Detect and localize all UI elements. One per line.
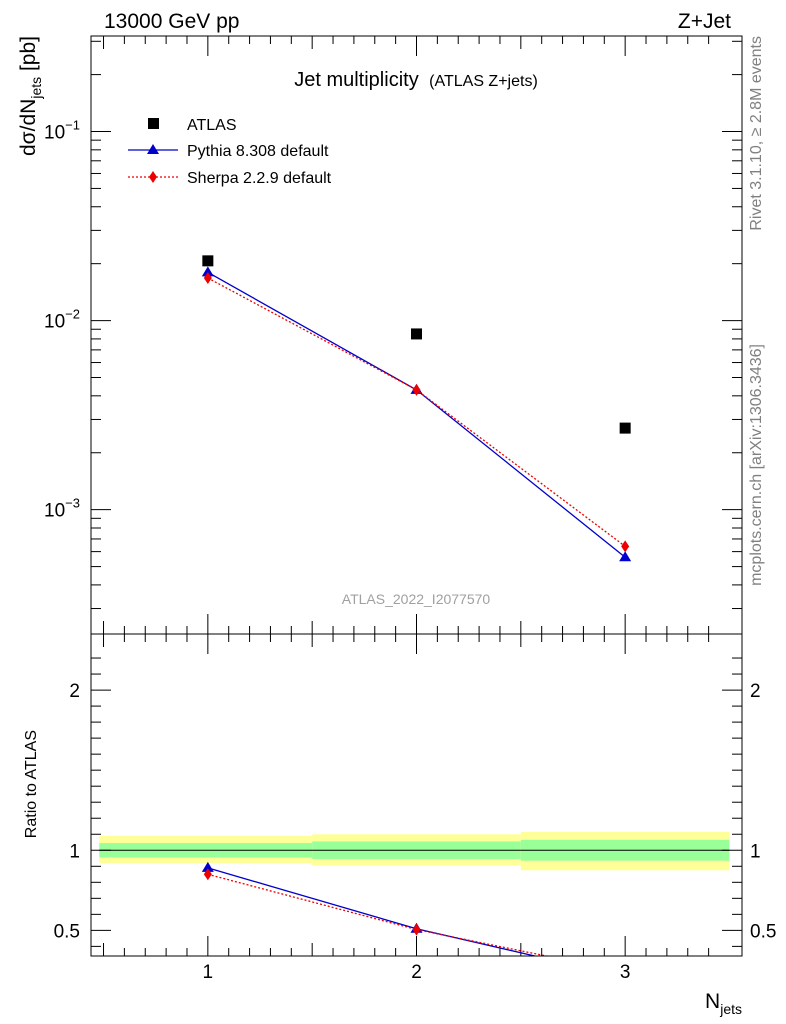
- ratio-bands: [99, 831, 730, 871]
- chart-title: Jet multiplicity (ATLAS Z+jets): [294, 69, 538, 91]
- ylabel-pre: dσ/dN: [17, 99, 40, 156]
- energy-label: 13000 GeV pp: [104, 10, 239, 33]
- legend: ATLAS Pythia 8.308 default Sherpa 2.2.9 …: [128, 117, 332, 187]
- main-data: [201, 255, 632, 562]
- ratio-y-axis-label: Ratio to ATLAS: [23, 730, 40, 838]
- main-y-tick-labels: 10−110−210−3: [44, 118, 80, 522]
- main-point-atlas: [202, 255, 214, 267]
- main-y-tick-exponent: −2: [65, 307, 80, 322]
- ratio-panel: 0.5 0.5 1 1 2 2 1 2 3 Ratio to ATLAS Njets: [23, 633, 777, 1017]
- legend-label-atlas: ATLAS: [187, 117, 237, 134]
- ratio-y-tick-label-right: 2: [750, 681, 761, 702]
- x-tick-label: 2: [411, 962, 422, 983]
- main-y-tick-exponent: −3: [65, 496, 80, 511]
- legend-marker-sherpa: [149, 171, 157, 183]
- chart-title-sub: (ATLAS Z+jets): [429, 73, 538, 90]
- legend-label-pythia: Pythia 8.308 default: [187, 143, 329, 160]
- ratio-y-tick-label-left: 1: [69, 841, 80, 862]
- main-series-line-1: [207, 271, 626, 558]
- legend-marker-pythia: [147, 144, 159, 154]
- process-label: Z+Jet: [678, 10, 731, 33]
- main-point-atlas: [411, 328, 422, 340]
- ylabel-sub: jets: [28, 77, 44, 100]
- main-y-axis-label: dσ/dNjets [pb]: [17, 36, 44, 156]
- main-ticks: [91, 36, 742, 634]
- chart-title-main: Jet multiplicity: [294, 69, 418, 91]
- main-point-sherpa: [412, 383, 421, 396]
- mcplots-label: mcplots.cern.ch [arXiv:1306.3436]: [748, 344, 765, 586]
- main-y-tick-mantissa: 10: [44, 312, 65, 333]
- ratio-point-pythia: [201, 861, 214, 872]
- xlabel-main: N: [705, 990, 720, 1013]
- x-tick-label: 3: [620, 962, 631, 983]
- main-panel: 10−110−210−3 Jet multiplicity (ATLAS Z+j…: [17, 35, 743, 635]
- ratio-y-tick-label-right: 0.5: [750, 921, 776, 942]
- ratio-tick-labels: 0.5 0.5 1 1 2 2 1 2 3: [54, 681, 777, 983]
- rivet-label: Rivet 3.1.10, ≥ 2.8M events: [748, 36, 765, 231]
- main-y-tick-mantissa: 10: [44, 123, 65, 144]
- ratio-y-tick-label-left: 0.5: [54, 921, 80, 942]
- legend-entry-sherpa: Sherpa 2.2.9 default: [128, 170, 332, 187]
- legend-entry-atlas: ATLAS: [148, 117, 237, 134]
- main-point-sherpa: [621, 540, 630, 553]
- ratio-data: [201, 861, 550, 956]
- x-tick-label: 1: [203, 962, 214, 983]
- legend-label-sherpa: Sherpa 2.2.9 default: [187, 170, 332, 187]
- main-point-atlas: [619, 422, 631, 434]
- main-series-line-2: [207, 277, 626, 547]
- main-point-pythia: [201, 266, 214, 277]
- analysis-watermark: ATLAS_2022_I2077570: [342, 591, 491, 607]
- main-y-tick-label: 10−2: [44, 307, 80, 333]
- main-point-pythia: [619, 551, 632, 562]
- main-y-tick-label: 10−1: [44, 118, 80, 144]
- legend-marker-atlas: [148, 118, 159, 129]
- ratio-ticks: [91, 634, 742, 956]
- main-point-sherpa: [203, 271, 212, 284]
- ratio-point-sherpa: [203, 868, 212, 881]
- ratio-frame: [90, 633, 743, 957]
- main-y-tick-label: 10−3: [44, 496, 80, 522]
- main-y-tick-exponent: −1: [65, 118, 80, 133]
- ratio-point-sherpa: [412, 923, 421, 936]
- ylabel-post: [pb]: [17, 36, 40, 77]
- main-y-tick-mantissa: 10: [44, 501, 65, 522]
- ratio-series-line-0: [207, 867, 538, 956]
- ratio-y-tick-label-right: 1: [750, 841, 761, 862]
- legend-entry-pythia: Pythia 8.308 default: [128, 143, 329, 160]
- ratio-y-tick-label-left: 2: [69, 681, 80, 702]
- xlabel-sub: jets: [719, 1001, 742, 1017]
- x-axis-label: Njets: [705, 990, 742, 1017]
